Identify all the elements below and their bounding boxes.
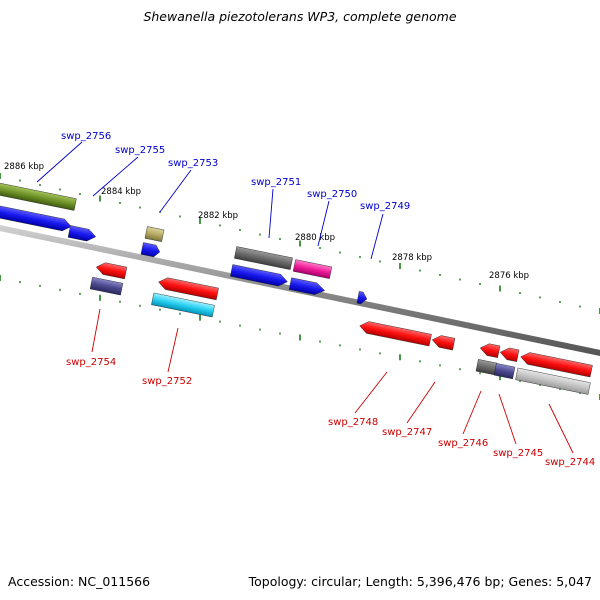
scale-label: 2886 kbp [4,162,44,172]
reverse-genes [89,261,593,395]
gene-swp-2755[interactable] [67,225,97,243]
gene-label[interactable]: swp_2745 [493,448,543,459]
gene-swp-2744-lower[interactable] [515,367,591,395]
scale-label: 2880 kbp [295,233,335,243]
gene-label[interactable]: swp_2748 [328,417,378,428]
forward-genes [0,182,368,305]
outer-tick-track [0,173,600,314]
gene-label[interactable]: swp_2752 [142,376,192,387]
gene-swp-2756[interactable] [0,182,77,211]
gene-label[interactable]: swp_2755 [115,145,165,156]
scale-label: 2882 kbp [198,211,238,221]
gene-label[interactable]: swp_2747 [382,427,432,438]
gene-swp-2751[interactable] [234,246,293,270]
gene-swp-2753-lower[interactable] [140,242,161,258]
gene-swp-2745-lower[interactable] [493,363,516,380]
gene-label[interactable]: swp_2756 [61,131,111,142]
accession-text: Accession: NC_011566 [8,574,151,589]
scale-label: 2884 kbp [101,187,141,197]
reverse-callout-lines [91,308,574,454]
gene-swp-2751-lower[interactable] [230,264,288,288]
gene-label[interactable]: swp_2754 [66,357,116,368]
gene-swp-2756-lower[interactable] [0,205,72,232]
scale-label: 2876 kbp [489,271,529,281]
gene-swp-2747[interactable] [431,334,456,351]
reverse-gene-labels: swp_2754 swp_2752 swp_2748 swp_2747 swp_… [66,357,595,468]
gene-swp-2750-lower[interactable] [288,277,326,297]
gene-swp-2752-lower[interactable] [151,292,215,318]
gene-label[interactable]: swp_2744 [545,457,595,468]
gene-label[interactable]: swp_2753 [168,158,218,169]
gene-swp-2752[interactable] [157,276,219,301]
gene-label[interactable]: swp_2750 [307,189,357,200]
gene-swp-2754[interactable] [95,261,128,280]
gene-swp-2749[interactable] [356,291,368,305]
gene-swp-2748[interactable] [359,320,432,347]
gene-label[interactable]: swp_2749 [360,201,410,212]
scale-labels: 2886 kbp 2884 kbp 2882 kbp 2880 kbp 2878… [4,162,529,281]
scale-label: 2878 kbp [392,253,432,263]
forward-callout-lines [36,141,384,260]
gene-swp-2754-lower[interactable] [89,276,124,296]
gene-swp-2746[interactable] [479,342,501,358]
gene-swp-2745[interactable] [499,346,520,362]
gene-swp-2744[interactable] [520,351,593,378]
inner-tick-track [0,275,600,400]
gene-swp-2753[interactable] [144,226,165,242]
gene-swp-2750[interactable] [292,259,333,279]
gene-label[interactable]: swp_2751 [251,177,301,188]
forward-gene-labels: swp_2756 swp_2755 swp_2753 swp_2751 swp_… [61,131,410,212]
genome-summary-text: Topology: circular; Length: 5,396,476 bp… [248,574,592,589]
gene-swp-2746-lower[interactable] [475,359,498,376]
genome-title: Shewanella piezotolerans WP3, complete g… [143,9,457,24]
gene-label[interactable]: swp_2746 [438,438,488,449]
